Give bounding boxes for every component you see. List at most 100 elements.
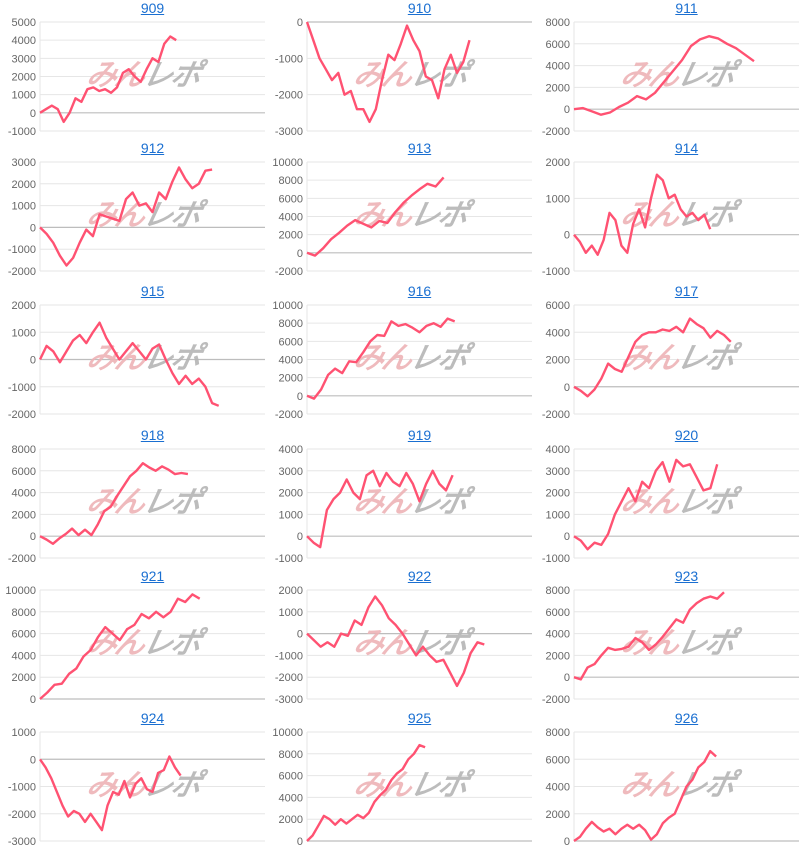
chart-svg: -2000 0 2000 4000 6000 8000 10000	[272, 157, 532, 278]
y-tick-label: 2000	[12, 72, 36, 84]
y-tick-label: 2000	[546, 157, 570, 169]
y-tick-label: 6000	[546, 300, 570, 312]
chart-914: -1000 0 1000 2000 みんレポ 914	[534, 140, 800, 283]
chart-svg: 0 2000 4000 6000 8000 10000	[5, 585, 265, 706]
chart-title-link[interactable]: 915	[140, 283, 165, 299]
chart-917: -2000 0 2000 4000 6000 みんレポ 917	[534, 283, 800, 427]
y-tick-label: 1000	[12, 201, 36, 213]
chart-913: -2000 0 2000 4000 6000 8000 10000 みんレポ 913	[267, 140, 534, 283]
chart-svg: -1000 0 1000 2000	[542, 157, 799, 278]
series-line	[573, 173, 712, 256]
y-tick-label: 8000	[12, 607, 36, 619]
y-tick-label: 2000	[279, 230, 303, 242]
series-line	[306, 743, 426, 842]
y-tick-label: 6000	[12, 629, 36, 641]
y-tick-label: -1000	[542, 553, 570, 565]
y-tick-label: -1000	[8, 782, 36, 794]
y-tick-label: 2000	[12, 509, 36, 521]
series-layer	[39, 166, 213, 267]
chart-title-link[interactable]: 923	[674, 568, 699, 584]
chart-title-link[interactable]: 911	[675, 0, 698, 16]
chart-title-link[interactable]: 926	[674, 710, 699, 726]
y-tick-label: 2000	[12, 672, 36, 684]
chart-svg: -2000 -1000 0 1000 2000	[8, 300, 265, 421]
series-line	[306, 317, 456, 400]
series-layer	[573, 173, 712, 256]
y-tick-label: -2000	[542, 126, 570, 138]
y-tick-label: 5000	[12, 17, 36, 29]
series-line	[39, 35, 177, 124]
y-tick-label: 0	[297, 17, 303, 29]
series-line	[39, 166, 213, 267]
y-tick-label: 0	[30, 355, 36, 367]
chart-svg: 0 2000 4000 6000 8000 10000	[272, 727, 532, 848]
chart-title-link[interactable]: 914	[674, 140, 699, 156]
chart-title-link[interactable]: 920	[674, 427, 699, 443]
chart-916: -2000 0 2000 4000 6000 8000 10000 みんレポ 916	[267, 283, 534, 427]
y-tick-label: 2000	[279, 373, 303, 385]
chart-title-link[interactable]: 916	[407, 283, 432, 299]
y-tick-label: -3000	[275, 694, 303, 706]
y-tick-label: 4000	[12, 35, 36, 47]
y-tick-label: 0	[564, 531, 570, 543]
y-tick-label: 8000	[546, 727, 570, 739]
y-tick-label: -3000	[8, 836, 36, 848]
y-tick-label: 0	[564, 104, 570, 116]
chart-title-link[interactable]: 921	[140, 568, 165, 584]
y-tick-label: 6000	[546, 39, 570, 51]
chart-title-link[interactable]: 913	[407, 140, 432, 156]
series-line	[38, 321, 220, 407]
y-tick-label: 0	[297, 391, 303, 403]
chart-title-link[interactable]: 922	[407, 568, 432, 584]
series-line	[573, 35, 755, 116]
chart-title-link[interactable]: 912	[140, 140, 165, 156]
chart-923: -2000 0 2000 4000 6000 8000 みんレポ 923	[534, 568, 800, 710]
chart-title-link[interactable]: 925	[407, 710, 432, 726]
chart-926: 0 2000 4000 6000 8000 みんレポ 926	[534, 710, 800, 851]
y-tick-label: 3000	[12, 157, 36, 169]
y-tick-label: -2000	[8, 809, 36, 821]
y-tick-label: 1000	[279, 607, 303, 619]
chart-title-link[interactable]: 918	[140, 427, 165, 443]
series-line	[305, 21, 471, 124]
y-tick-label: 2000	[546, 82, 570, 94]
series-layer	[306, 595, 485, 688]
chart-svg: -2000 0 2000 4000 6000	[542, 300, 799, 421]
series-layer	[39, 755, 182, 832]
chart-925: 0 2000 4000 6000 8000 10000 みんレポ 925	[267, 710, 534, 851]
y-tick-label: 2000	[546, 809, 570, 821]
series-layer	[39, 35, 177, 124]
chart-911: -2000 0 2000 4000 6000 8000 みんレポ 911	[534, 0, 800, 140]
chart-svg: -1000 0 1000 2000 3000 4000	[275, 444, 532, 565]
series-layer	[573, 591, 725, 681]
y-tick-label: -1000	[275, 53, 303, 65]
chart-title-link[interactable]: 924	[140, 710, 165, 726]
y-tick-label: -1000	[275, 650, 303, 662]
y-tick-label: 8000	[279, 749, 303, 761]
y-tick-label: 3000	[12, 53, 36, 65]
y-tick-label: 0	[564, 672, 570, 684]
y-tick-label: -2000	[275, 672, 303, 684]
y-tick-label: 0	[30, 222, 36, 234]
series-line	[39, 462, 189, 546]
y-tick-label: 3000	[279, 466, 303, 478]
y-tick-label: 4000	[546, 444, 570, 456]
y-tick-label: 8000	[546, 585, 570, 597]
chart-svg: -2000 0 2000 4000 6000 8000 10000	[272, 300, 532, 421]
y-tick-label: -1000	[275, 553, 303, 565]
series-layer	[306, 317, 456, 400]
y-tick-label: 6000	[279, 771, 303, 783]
y-tick-label: 1000	[12, 327, 36, 339]
chart-title-link[interactable]: 910	[407, 0, 432, 16]
chart-919: -1000 0 1000 2000 3000 4000 みんレポ 919	[267, 427, 534, 568]
chart-title-link[interactable]: 919	[407, 427, 432, 443]
y-tick-label: 0	[30, 694, 36, 706]
chart-title-link[interactable]: 917	[674, 283, 699, 299]
chart-title-link[interactable]: 909	[140, 0, 165, 16]
chart-918: -2000 0 2000 4000 6000 8000 みんレポ 918	[0, 427, 267, 568]
y-tick-label: 1000	[12, 90, 36, 102]
series-layer	[306, 176, 445, 257]
y-tick-label: 8000	[279, 175, 303, 187]
y-tick-label: 0	[564, 230, 570, 242]
y-tick-label: 2000	[12, 300, 36, 312]
